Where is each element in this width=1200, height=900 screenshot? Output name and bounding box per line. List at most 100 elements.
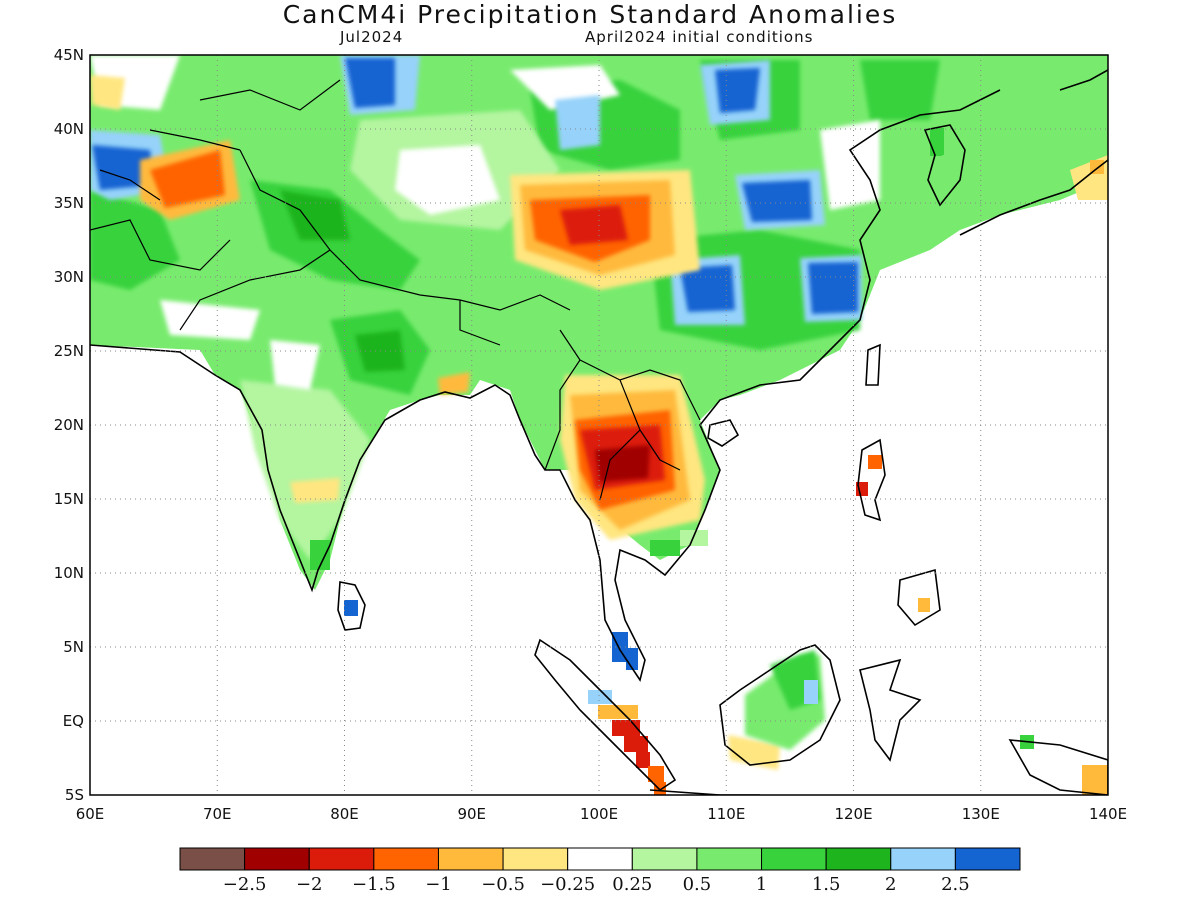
map-frame bbox=[89, 54, 1109, 796]
colorbar-swatch bbox=[437, 847, 504, 871]
latitude-label: 10N bbox=[54, 564, 84, 582]
near-normal-patch bbox=[395, 145, 500, 215]
dry-patch bbox=[595, 445, 650, 482]
korea-peninsula bbox=[923, 124, 966, 207]
dry-patch bbox=[868, 455, 882, 469]
colorbar-label: −2.5 bbox=[223, 874, 267, 895]
colorbar-label: −0.5 bbox=[481, 874, 525, 895]
colorbar-swatch bbox=[502, 847, 569, 871]
sri-lanka bbox=[337, 581, 366, 631]
longitude-label: 110E bbox=[707, 805, 745, 823]
latitude-label: 20N bbox=[54, 416, 84, 434]
luzon-island bbox=[857, 438, 886, 522]
dry-patch bbox=[598, 705, 638, 719]
strong-wet-patch bbox=[310, 540, 330, 570]
dry-patch bbox=[150, 150, 225, 208]
initial-conditions: April2024 initial conditions bbox=[585, 28, 814, 46]
strong-wet-patch bbox=[280, 190, 350, 240]
taiwan-island bbox=[865, 343, 881, 386]
mindanao-island bbox=[897, 568, 941, 627]
colorbar-label: −1 bbox=[425, 874, 452, 895]
latitude-label: 5S bbox=[65, 786, 84, 804]
latitude-label: 35N bbox=[54, 194, 84, 212]
very-wet-patch bbox=[344, 600, 358, 616]
dry-patch bbox=[438, 372, 470, 395]
colorbar-swatch bbox=[696, 847, 763, 871]
dry-patch bbox=[290, 478, 340, 503]
colorbar-label: 0.25 bbox=[612, 874, 652, 895]
latitude-label: EQ bbox=[63, 712, 84, 730]
very-wet-patch bbox=[804, 680, 818, 704]
dry-patch bbox=[918, 598, 930, 612]
colorbar-swatch bbox=[179, 847, 246, 871]
very-wet-patch bbox=[345, 58, 395, 108]
colorbar-label: 2 bbox=[885, 874, 896, 895]
near-normal-patch bbox=[160, 300, 260, 340]
strong-wet-patch bbox=[930, 128, 944, 156]
longitude-label: 140E bbox=[1089, 805, 1127, 823]
weak-anomaly-patch bbox=[680, 530, 708, 546]
japan-islands bbox=[959, 69, 1108, 236]
colorbar-swatch bbox=[761, 847, 827, 871]
colorbar-label: 0.5 bbox=[683, 874, 712, 895]
very-wet-patch bbox=[92, 145, 155, 190]
colorbar-swatch bbox=[244, 847, 310, 871]
dry-patch bbox=[648, 766, 664, 782]
very-wet-patch bbox=[588, 690, 612, 704]
longitude-label: 130E bbox=[962, 805, 1000, 823]
near-normal-patch bbox=[270, 340, 320, 390]
colorbar-swatch bbox=[373, 847, 439, 871]
near-normal-patch bbox=[820, 120, 880, 210]
very-wet-patch bbox=[715, 68, 760, 113]
very-wet-patch bbox=[680, 265, 735, 312]
dry-patch bbox=[612, 720, 640, 736]
strong-wet-patch bbox=[90, 190, 180, 290]
sulawesi-island bbox=[859, 658, 922, 762]
weak-anomaly-patch bbox=[240, 380, 370, 560]
longitude-label: 80E bbox=[330, 805, 359, 823]
longitude-label: 120E bbox=[834, 805, 872, 823]
hainan-island bbox=[707, 419, 740, 447]
borneo-island bbox=[719, 644, 841, 766]
very-wet-patch bbox=[742, 180, 812, 222]
longitude-label: 100E bbox=[580, 805, 618, 823]
colorbar-swatch bbox=[631, 847, 698, 871]
colorbar-swatch bbox=[954, 847, 1021, 871]
precipitation-anomaly-field bbox=[90, 55, 1108, 795]
india-coastline bbox=[90, 89, 1001, 682]
colorbar-label: −2 bbox=[296, 874, 323, 895]
latitude-label: 25N bbox=[54, 342, 84, 360]
colorbar-swatch bbox=[308, 847, 375, 871]
map-title: CanCM4i Precipitation Standard Anomalies bbox=[282, 0, 898, 29]
latitude-label: 40N bbox=[54, 120, 84, 138]
colorbar-label: 1 bbox=[756, 874, 767, 895]
map-grid bbox=[90, 55, 1108, 795]
very-wet-patch bbox=[555, 95, 600, 150]
strong-wet-patch bbox=[650, 540, 680, 556]
very-wet-patch bbox=[808, 262, 858, 314]
latitude-label: 45N bbox=[54, 46, 84, 64]
dry-patch bbox=[624, 736, 648, 752]
strong-wet-patch bbox=[860, 60, 940, 120]
latitude-label: 15N bbox=[54, 490, 84, 508]
colorbar-label: 2.5 bbox=[941, 874, 970, 895]
colorbar-label: −0.25 bbox=[540, 874, 595, 895]
forecast-month: Jul2024 bbox=[340, 28, 404, 46]
colorbar: −2.5 −2 −1.5 −1 −0.5 −0.25 0.25 0.5 1 1.5 2 2.5 bbox=[179, 847, 1021, 895]
colorbar-label: −1.5 bbox=[352, 874, 396, 895]
colorbar-swatch bbox=[825, 847, 892, 871]
longitude-labels: 60E 70E 80E 90E 100E 110E 120E 130E 140E bbox=[76, 805, 1127, 823]
latitude-label: 30N bbox=[54, 268, 84, 286]
dry-patch bbox=[90, 75, 125, 110]
colorbar-label: 1.5 bbox=[812, 874, 841, 895]
dry-patch bbox=[560, 205, 628, 245]
dry-patch bbox=[728, 735, 780, 770]
strong-wet-patch bbox=[942, 155, 956, 185]
longitude-label: 70E bbox=[203, 805, 232, 823]
colorbar-swatch bbox=[890, 847, 956, 871]
latitude-labels: 45N 40N 35N 30N 25N 20N 15N 10N 5N EQ 5S bbox=[54, 46, 84, 804]
dry-patch bbox=[654, 782, 666, 795]
longitude-label: 60E bbox=[76, 805, 105, 823]
dry-patch bbox=[1082, 765, 1108, 795]
